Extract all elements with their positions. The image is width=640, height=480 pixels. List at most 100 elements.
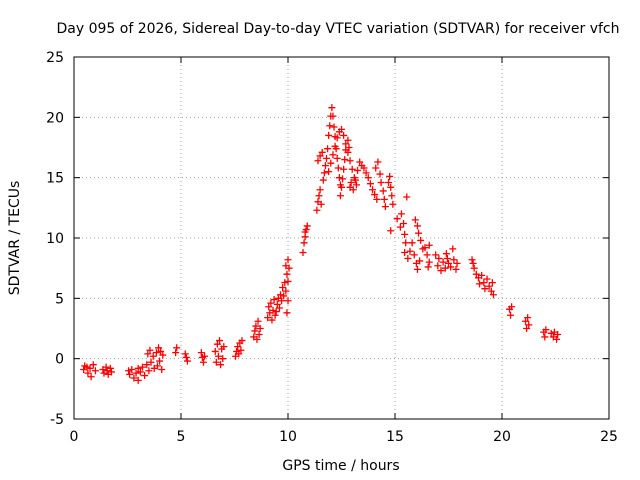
axis-ticks: 0 5 10 15 20 25 -5 0 5 10 15 20 25 [46,50,618,445]
data-point [374,158,382,166]
data-point [280,292,288,300]
data-point [402,239,410,247]
data-point [362,169,370,177]
data-point [424,263,432,271]
data-point [126,370,134,378]
data-point [268,316,276,324]
data-point [84,369,92,377]
data-point [156,357,164,365]
data-point [345,144,353,151]
data-point [301,228,309,236]
data-point [316,152,324,160]
data-point [313,206,321,214]
data-point [299,248,307,256]
data-point [197,349,205,357]
grid-lines [74,57,609,419]
data-point [325,168,333,176]
data-point [342,140,350,148]
data-point [360,164,368,172]
data-point [476,280,484,288]
data-point [141,372,149,380]
data-point [238,337,246,345]
data-point [523,325,531,332]
data-point [219,355,227,363]
y-tick-label: 10 [46,231,64,247]
data-points [80,104,562,384]
x-tick-label: 20 [493,429,511,445]
data-point [439,258,447,266]
data-point [470,264,478,272]
data-point [234,343,242,351]
data-point [385,178,393,186]
data-point [107,368,115,376]
data-point [132,369,140,377]
data-point [324,145,332,153]
data-point [138,363,146,371]
data-point [149,352,157,360]
data-point [270,296,278,304]
data-point [237,346,245,354]
data-point [87,373,95,381]
data-point [346,157,354,165]
data-point [452,265,460,273]
data-point [447,263,455,271]
data-point [155,344,163,352]
data-point [321,162,329,170]
data-point [417,236,425,244]
data-point [487,287,495,295]
data-point [318,148,326,156]
data-point [329,151,337,159]
data-point [282,287,290,295]
x-axis-label: GPS time / hours [282,458,399,474]
data-point [326,122,334,130]
data-point [336,192,344,200]
data-point [415,229,423,237]
data-point [481,285,489,293]
data-point [183,357,191,365]
data-point [371,191,379,199]
data-point [144,350,152,358]
data-point [235,350,243,358]
data-point [279,283,287,291]
data-point [340,131,348,139]
data-point [416,257,424,265]
data-point [453,259,461,267]
data-point [146,346,154,354]
data-point [254,317,262,325]
data-point [449,245,457,253]
data-point [281,279,289,287]
data-point [327,159,335,167]
data-point [199,358,207,366]
data-point [300,239,308,247]
data-point [339,175,347,183]
data-point [315,192,323,200]
data-point [542,326,550,334]
data-point [333,134,341,142]
data-point [387,227,395,235]
data-point [522,317,530,325]
data-point [553,335,561,343]
data-point [369,186,377,194]
data-point [525,321,533,329]
data-point [404,255,412,263]
data-point [413,265,421,273]
data-point [264,314,272,322]
data-point [410,251,418,259]
data-point [283,309,291,317]
x-tick-label: 5 [177,429,186,445]
data-point [256,325,264,332]
data-point [158,366,166,374]
data-point [425,258,433,266]
data-point [396,223,404,231]
data-point [388,192,396,200]
data-point [314,157,322,165]
data-point [524,314,532,322]
data-point [317,200,325,208]
data-point [331,142,339,150]
data-point [128,366,136,374]
data-point [408,239,416,247]
data-point [284,297,292,305]
data-point [333,154,341,162]
data-point [159,351,167,359]
data-point [269,306,277,314]
